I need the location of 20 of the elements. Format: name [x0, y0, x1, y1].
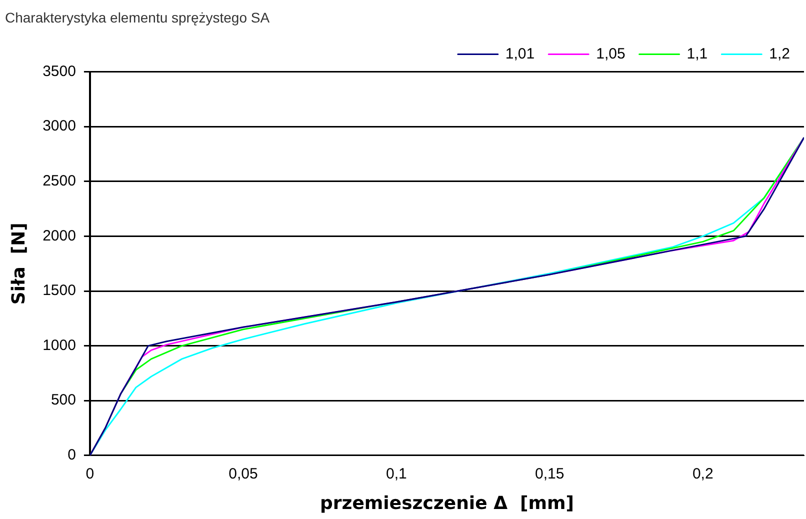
y-tick-label: 3000	[42, 118, 76, 135]
legend-label: 1,01	[505, 45, 535, 62]
y-tick-label: 0	[68, 446, 76, 464]
y-tick-label: 1000	[42, 336, 76, 354]
y-tick-label: 1500	[42, 282, 76, 300]
y-tick-label: 500	[50, 392, 76, 409]
x-tick-label: 0,2	[692, 466, 714, 483]
y-tick-label: 2000	[42, 227, 76, 244]
y-axis-title: Siła [N]	[8, 222, 30, 305]
x-tick-label: 0,05	[228, 466, 258, 483]
y-tick-label: 2500	[42, 172, 76, 190]
x-tick-label: 0,15	[535, 466, 564, 483]
legend-label: 1,05	[596, 45, 626, 62]
chart-title: Charakterystyka elementu sprężystego SA	[5, 9, 270, 26]
legend-label: 1,2	[769, 45, 790, 62]
x-axis-title: przemieszczenie Δ [mm]	[320, 492, 574, 514]
legend-label: 1,1	[686, 45, 708, 62]
x-tick-label: 0,1	[386, 466, 407, 483]
y-tick-label: 3500	[42, 62, 76, 80]
x-tick-label: 0	[86, 466, 94, 483]
